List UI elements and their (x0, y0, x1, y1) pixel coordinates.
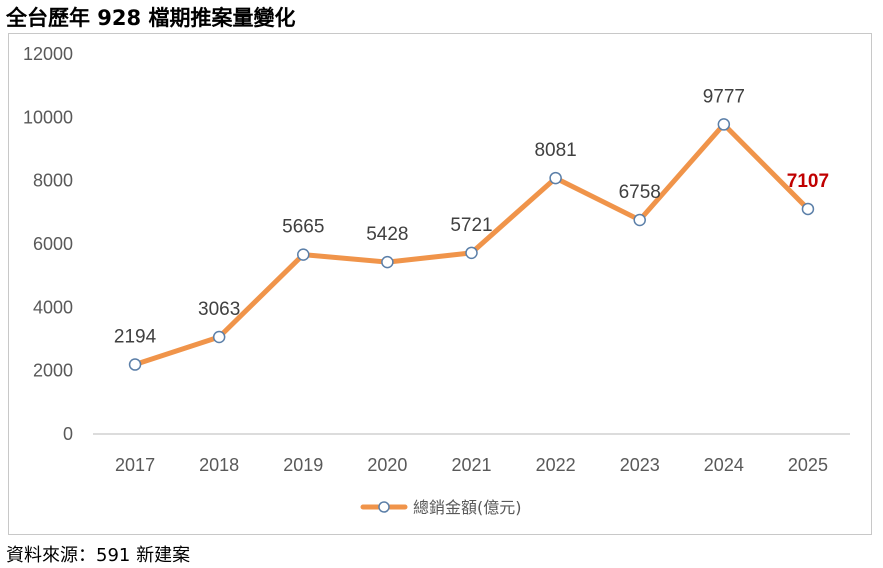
y-tick-label: 10000 (23, 107, 73, 127)
data-label: 5428 (366, 224, 408, 245)
data-point (801, 202, 815, 216)
y-tick-label: 0 (63, 424, 73, 444)
data-label: 8081 (534, 140, 576, 161)
x-tick-label: 2017 (115, 455, 155, 475)
data-point (465, 246, 478, 260)
data-label: 2194 (114, 327, 157, 348)
data-point (297, 248, 310, 261)
data-label: 7107 (787, 171, 829, 192)
chart-area: 0 2000 4000 6000 8000 10000 12000 2017 2018 2019 2… (8, 33, 872, 535)
data-label: 5721 (450, 215, 492, 236)
x-tick-label: 2023 (620, 455, 660, 475)
legend-marker (378, 501, 390, 513)
x-tick-label: 2022 (536, 455, 576, 475)
y-tick-label: 4000 (33, 297, 73, 317)
x-tick-label: 2025 (788, 455, 828, 475)
series-line (132, 121, 811, 368)
line-chart: 0 2000 4000 6000 8000 10000 12000 2017 2018 2019 2… (23, 44, 850, 517)
y-tick-label: 6000 (33, 234, 73, 254)
x-tick-label: 2021 (451, 455, 491, 475)
source-note: 資料來源：591 新建案 (6, 545, 191, 566)
data-label: 9777 (703, 86, 745, 107)
y-tick-label: 2000 (33, 361, 73, 381)
data-point (212, 330, 226, 344)
data-label: 6758 (619, 182, 661, 203)
data-label: 3063 (198, 299, 240, 320)
legend-label: 總銷金額(億元) (413, 498, 522, 517)
data-point (633, 213, 646, 227)
data-point (381, 255, 394, 269)
data-point (717, 118, 731, 131)
x-tick-label: 2020 (367, 455, 407, 475)
data-label: 5665 (282, 217, 324, 238)
page-title: 全台歷年 928 檔期推案量變化 (6, 6, 296, 30)
y-tick-label: 12000 (23, 44, 73, 64)
x-tick-label: 2024 (704, 455, 744, 475)
data-point (549, 171, 562, 185)
data-point (128, 358, 142, 371)
x-tick-label: 2018 (199, 455, 239, 475)
y-tick-label: 8000 (33, 171, 73, 191)
x-tick-label: 2019 (283, 455, 323, 475)
